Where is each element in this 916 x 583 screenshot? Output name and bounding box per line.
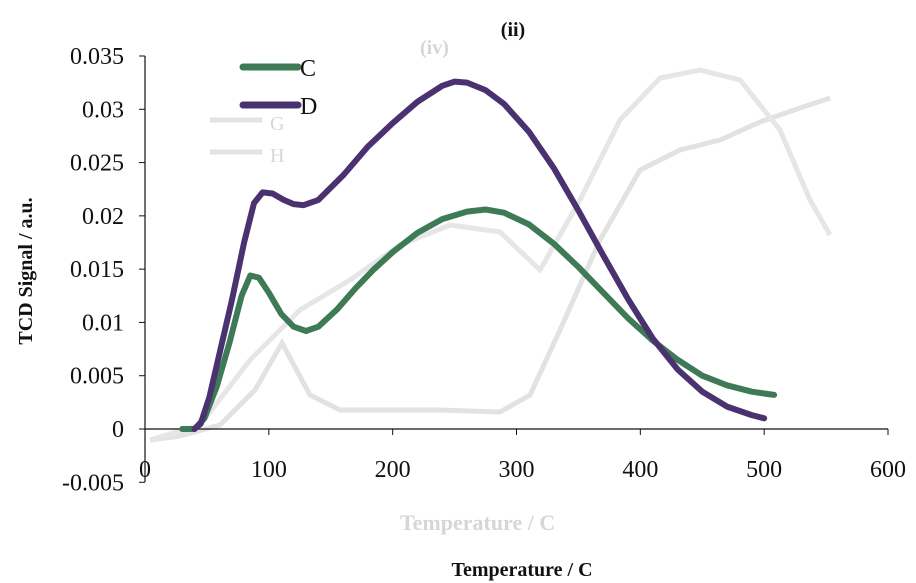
x-tick-label: 0 (139, 457, 151, 483)
y-tick-label: 0.015 (70, 257, 124, 283)
x-axis-title: Temperature / C (451, 559, 592, 581)
y-tick-label: 0.03 (82, 97, 124, 123)
x-tick-label: 100 (251, 457, 287, 483)
x-tick-group: 0 100 200 300 400 500 600 (139, 429, 906, 483)
legend-label-c: C (300, 56, 316, 82)
legend: C D (239, 56, 317, 120)
x-tick-label: 600 (870, 457, 906, 483)
y-tick-group: 0.035 0.03 0.025 0.02 0.015 0.01 0.005 0 -0.005 (62, 44, 145, 496)
y-tick-label: -0.005 (62, 470, 124, 496)
y-tick-label: 0.025 (70, 151, 124, 177)
series-line-c (179, 206, 778, 432)
y-tick-label: 0 (112, 417, 124, 443)
x-tick-label: 400 (622, 457, 658, 483)
legend-label-d: D (300, 94, 317, 120)
chart-title: (ii) (501, 19, 525, 41)
series-group (179, 78, 778, 432)
x-tick-label: 200 (375, 457, 411, 483)
ghost-panel: (iv) G H Temperature / C (149, 37, 833, 535)
ghost-legend-g: G (270, 113, 284, 135)
ghost-legend-h: H (270, 145, 284, 167)
x-tick-label: 300 (499, 457, 535, 483)
y-tick-label: 0.01 (82, 310, 124, 336)
y-tick-label: 0.035 (70, 44, 124, 70)
ghost-title: (iv) (420, 37, 449, 59)
x-tick-label: 500 (746, 457, 782, 483)
series-line-d (191, 78, 768, 432)
y-axis-title: TCD Signal / a.u. (15, 197, 37, 344)
y-tick-label: 0.02 (82, 204, 124, 230)
ghost-xlabel: Temperature / C (400, 510, 555, 535)
y-tick-label: 0.005 (70, 364, 124, 390)
